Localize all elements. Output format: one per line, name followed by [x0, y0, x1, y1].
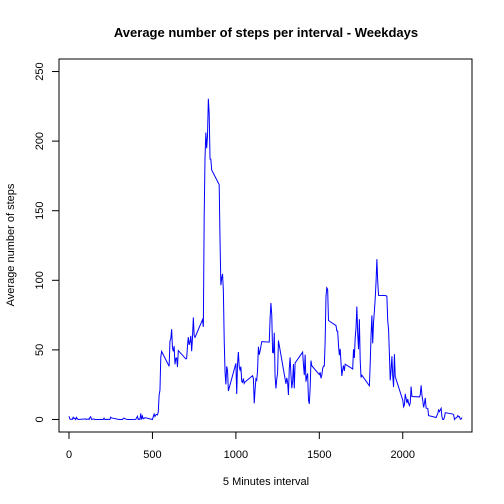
x-tick-label: 1000	[224, 449, 248, 461]
y-axis-title: Average number of steps	[5, 183, 17, 306]
chart-title: Average number of steps per interval - W…	[114, 25, 418, 40]
y-tick-label: 100	[34, 271, 46, 289]
y-tick-label: 0	[34, 416, 46, 422]
y-tick-label: 50	[34, 344, 46, 356]
x-tick-label: 0	[66, 449, 72, 461]
x-tick-label: 2000	[391, 449, 415, 461]
series-line	[68, 98, 463, 421]
x-tick-label: 1500	[307, 449, 331, 461]
x-axis: 0 500 1000 1500 2000	[66, 431, 415, 461]
y-tick-label: 150	[34, 202, 46, 220]
x-axis-title: 5 Minutes interval	[223, 476, 309, 488]
x-tick-label: 500	[143, 449, 161, 461]
y-tick-label: 200	[34, 132, 46, 150]
y-axis: 0 50 100 150 200 250	[34, 62, 60, 423]
y-tick-label: 250	[34, 62, 46, 80]
